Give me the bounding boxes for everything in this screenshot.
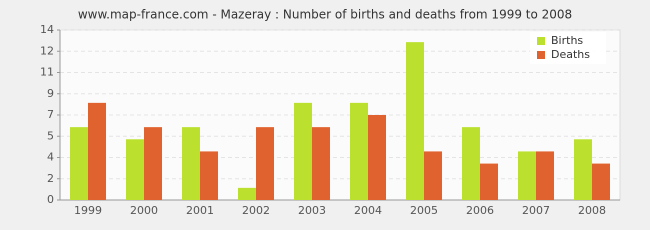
bar bbox=[424, 151, 442, 200]
legend-swatch bbox=[537, 51, 545, 59]
legend-label: Deaths bbox=[551, 48, 590, 61]
bar bbox=[126, 139, 144, 200]
bar bbox=[368, 115, 386, 200]
y-tick-label: 5 bbox=[47, 129, 54, 142]
y-tick-label: 14 bbox=[40, 23, 54, 36]
legend-label: Births bbox=[551, 34, 583, 47]
y-tick-label: 7 bbox=[47, 108, 54, 121]
legend-swatch bbox=[537, 37, 545, 45]
chart: www.map-france.com - Mazeray : Number of… bbox=[0, 0, 650, 230]
y-tick-label: 11 bbox=[40, 66, 54, 79]
y-tick-label: 12 bbox=[40, 44, 54, 57]
x-tick-label: 2002 bbox=[242, 204, 270, 217]
bar bbox=[536, 151, 554, 200]
bar bbox=[518, 151, 536, 200]
bar bbox=[480, 163, 498, 200]
x-tick-label: 2004 bbox=[354, 204, 382, 217]
x-tick-label: 2005 bbox=[410, 204, 438, 217]
bar bbox=[238, 187, 256, 200]
x-tick-label: 2007 bbox=[522, 204, 550, 217]
bar bbox=[350, 102, 368, 200]
y-tick-label: 9 bbox=[47, 87, 54, 100]
bar bbox=[406, 42, 424, 201]
x-tick-label: 2003 bbox=[298, 204, 326, 217]
bar bbox=[574, 139, 592, 200]
bar bbox=[312, 127, 330, 200]
bar bbox=[462, 127, 480, 200]
bar bbox=[294, 102, 312, 200]
bar bbox=[592, 163, 610, 200]
y-tick-label: 4 bbox=[47, 151, 54, 164]
bar bbox=[200, 151, 218, 200]
x-tick-label: 2000 bbox=[130, 204, 158, 217]
y-tick-label: 2 bbox=[47, 172, 54, 185]
bar bbox=[88, 102, 106, 200]
chart-title: www.map-france.com - Mazeray : Number of… bbox=[78, 8, 572, 22]
x-tick-label: 2006 bbox=[466, 204, 494, 217]
bar bbox=[70, 127, 88, 200]
x-tick-label: 2001 bbox=[186, 204, 214, 217]
x-tick-label: 2008 bbox=[578, 204, 606, 217]
y-tick-label: 0 bbox=[47, 193, 54, 206]
x-tick-label: 1999 bbox=[74, 204, 102, 217]
bar bbox=[256, 127, 274, 200]
bar bbox=[182, 127, 200, 200]
bar bbox=[144, 127, 162, 200]
